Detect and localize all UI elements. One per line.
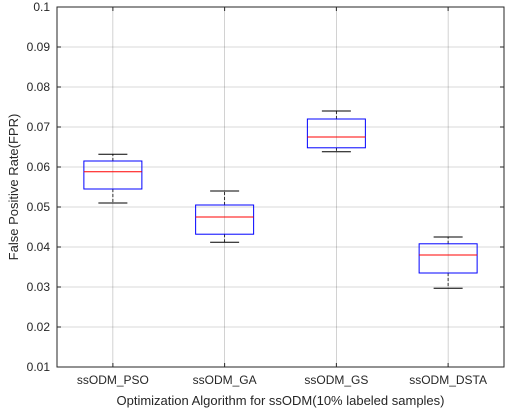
iqr-box [195, 204, 255, 235]
iqr-box [418, 243, 478, 274]
y-tick-label: 0.05 [27, 200, 51, 214]
plot-area-frame [56, 6, 505, 368]
boxes-layer [83, 110, 478, 289]
y-tick-label: 0.09 [27, 40, 51, 54]
x-tick-label: ssODM_DSTA [409, 373, 487, 387]
axis-ticks [57, 6, 504, 368]
tick-labels: 0.01 0.02 0.03 0.04 0.05 0.06 0.07 0.08 0.09 0.1 s… [27, 0, 487, 387]
box-group-ssODM_GS [306, 110, 366, 153]
y-tick-label: 0.1 [33, 0, 50, 14]
x-axis-label: Optimization Algorithm for ssODM(10% lab… [116, 393, 444, 408]
x-tick-label: ssODM_GS [304, 373, 368, 387]
y-tick-label: 0.04 [27, 240, 51, 254]
iqr-box [306, 118, 366, 149]
y-axis-label: False Positive Rate(FPR) [6, 114, 21, 261]
iqr-box [83, 160, 143, 190]
y-tick-label: 0.08 [27, 80, 51, 94]
box-group-ssODM_PSO [83, 153, 143, 204]
y-tick-label: 0.01 [27, 360, 51, 374]
box-group-ssODM_GA [195, 190, 255, 243]
x-tick-label: ssODM_PSO [77, 373, 149, 387]
x-tick-label: ssODM_GA [193, 373, 257, 387]
y-tick-label: 0.06 [27, 160, 51, 174]
y-tick-label: 0.02 [27, 320, 51, 334]
box-group-ssODM_DSTA [418, 236, 478, 289]
y-tick-label: 0.03 [27, 280, 51, 294]
grid-lines [57, 7, 504, 367]
y-tick-label: 0.07 [27, 120, 51, 134]
